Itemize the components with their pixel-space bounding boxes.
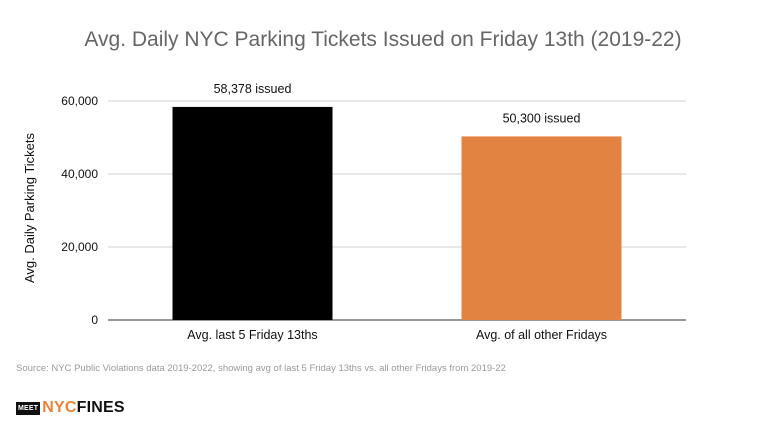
bar-chart: Avg. Daily NYC Parking Tickets Issued on… bbox=[22, 28, 686, 342]
bar-1 bbox=[172, 106, 333, 320]
category-label-2: Avg. of all other Fridays bbox=[476, 328, 607, 342]
logo-nyc: NYC bbox=[42, 399, 77, 416]
source-note: Source: NYC Public Violations data 2019-… bbox=[16, 363, 506, 374]
y-tick-label: 0 bbox=[91, 313, 98, 327]
nycfines-logo: MEET NYC FINES bbox=[16, 398, 125, 418]
y-axis-title: Avg. Daily Parking Tickets bbox=[22, 132, 37, 283]
y-axis-ticks: 0 20,000 40,000 60,000 bbox=[61, 94, 98, 327]
data-label-2: 50,300 issued bbox=[503, 111, 581, 125]
chart-title: Avg. Daily NYC Parking Tickets Issued on… bbox=[84, 28, 681, 51]
data-label-1: 58,378 issued bbox=[214, 82, 292, 96]
logo-fines: FINES bbox=[76, 399, 125, 416]
logo-box: MEET bbox=[16, 401, 41, 415]
data-labels: 58,378 issued 50,300 issued bbox=[214, 82, 581, 125]
y-tick-label: 20,000 bbox=[61, 240, 98, 254]
x-axis-categories: Avg. last 5 Friday 13ths Avg. of all othe… bbox=[187, 328, 607, 342]
bar-2 bbox=[461, 136, 622, 320]
category-label-1: Avg. last 5 Friday 13ths bbox=[187, 328, 317, 342]
y-tick-label: 40,000 bbox=[61, 167, 98, 181]
bars bbox=[172, 106, 622, 320]
y-tick-label: 60,000 bbox=[61, 94, 98, 108]
